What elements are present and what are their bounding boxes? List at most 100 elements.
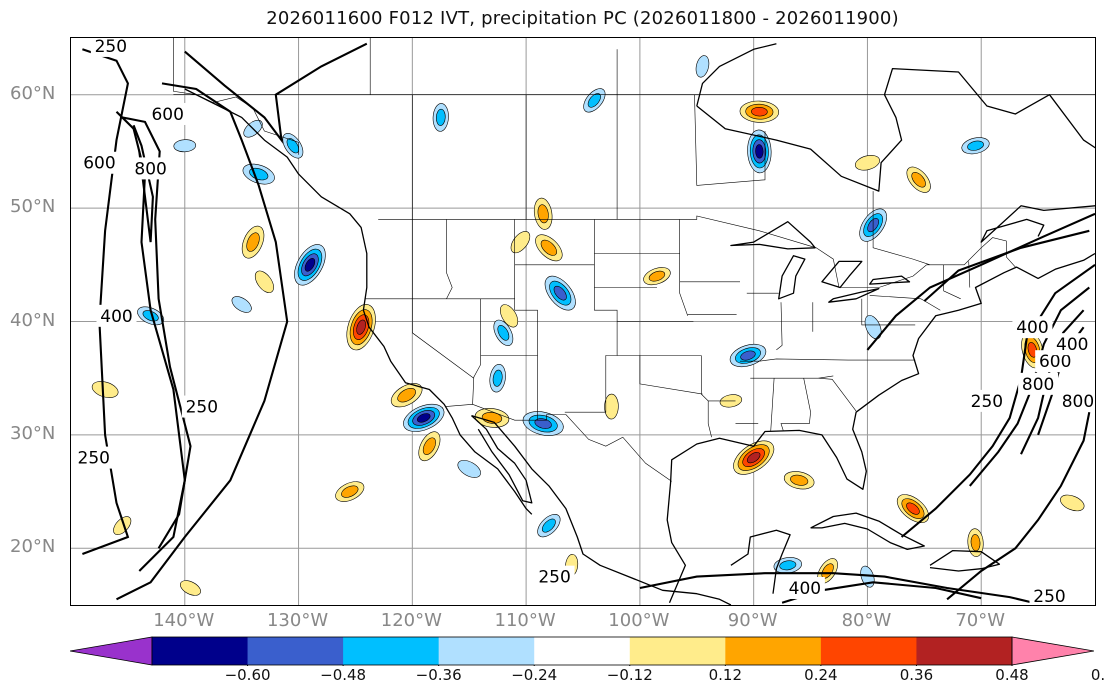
precip-anomaly-blob (583, 88, 606, 113)
ivt-label-background (1052, 333, 1093, 356)
precip-anomaly-blob (535, 234, 563, 262)
precip-contour-level (1027, 342, 1038, 358)
longitude-tick-label: 70°W (955, 610, 1006, 631)
precip-anomaly-blob (173, 139, 197, 153)
coastline-west (184, 88, 533, 515)
precip-contour-level (492, 369, 503, 387)
ivt-contour-label: 600 (83, 154, 115, 174)
precip-anomaly-blob (533, 197, 553, 230)
precip-anomaly-blob (1060, 494, 1085, 512)
ivt-label-background (73, 446, 114, 469)
great-lake (828, 287, 880, 303)
precip-contour-level (142, 310, 159, 322)
precip-contour-level (435, 108, 446, 126)
alaska-canada-border (173, 38, 299, 155)
precip-contour-level (356, 319, 366, 335)
colorbar-tick-label: −0.36 (415, 666, 462, 684)
ivt-contour-line (116, 82, 289, 601)
coastline-gulf-california (471, 415, 533, 504)
precip-anomaly-blob (432, 103, 449, 132)
map-panel[interactable]: 250 600 600 800 400 250 250 250 400 250 250 400 600 8… (70, 37, 1096, 606)
ivt-label-background (534, 565, 575, 588)
precip-contour-level (906, 502, 920, 515)
precip-anomaly-blob (457, 460, 481, 478)
precip-anomaly-blob (729, 343, 767, 368)
precip-contour-level (422, 437, 436, 456)
precip-contour-level (246, 232, 260, 252)
latitude-tick-label: 20°N (10, 536, 56, 558)
precip-contour-level (970, 534, 981, 552)
map-title: 2026011600 F012 IVT, precipitation PC (2… (266, 8, 899, 29)
state-border (780, 378, 811, 431)
precip-anomaly-blob (544, 275, 576, 311)
precip-contour-level (541, 518, 556, 533)
ivt-contour-line (82, 48, 130, 555)
precip-anomaly-blob (489, 363, 506, 393)
precip-anomaly-blob (241, 225, 265, 259)
precip-anomaly-blob (137, 306, 165, 326)
precip-contour-level (510, 231, 531, 254)
state-border (472, 298, 481, 405)
precip-anomaly-blob (733, 440, 775, 475)
coastline-yucatan (730, 529, 791, 594)
precip-contour-level (967, 140, 984, 151)
ivt-contour-label: 400 (789, 579, 821, 599)
precip-contour-level (173, 139, 197, 153)
state-border (412, 298, 474, 379)
precip-contour-level (911, 172, 926, 188)
precip-anomaly-blob (179, 580, 201, 596)
ivt-contour-line (115, 110, 186, 572)
ivt-label-background (147, 102, 188, 125)
precip-anomaly-blob (113, 516, 132, 535)
us-canada-border (378, 215, 1016, 288)
ivt-label-background (90, 38, 131, 57)
precip-contour-level (113, 516, 132, 535)
province-border (694, 94, 766, 186)
longitude-tick-label: 140°W (153, 610, 215, 631)
longitude-tick-label: 100°W (608, 610, 670, 631)
colorbar-swatch (438, 637, 535, 665)
colorbar-tick-label: 0.36 (899, 666, 934, 684)
us-mexico-border (445, 403, 672, 482)
ivt-contour-line (132, 124, 154, 243)
ivt-contour-label: 250 (186, 398, 218, 418)
ivt-label-background (1029, 584, 1070, 605)
ivt-label-background (1057, 389, 1095, 412)
colorbar-tick-label: −0.48 (320, 666, 367, 684)
ivt-contour-label: 250 (95, 38, 127, 57)
ivt-contour-label: 800 (1022, 375, 1054, 395)
ivt-contour-label: 250 (78, 449, 110, 469)
colorbar-tick-label: 0.24 (804, 666, 838, 684)
precip-contour-level (497, 325, 510, 341)
state-border (770, 378, 775, 432)
longitude-tick-label: 80°W (841, 610, 892, 631)
precip-contour-level (254, 270, 274, 294)
precip-contour-level (553, 285, 567, 301)
precip-anomaly-blob (510, 231, 531, 254)
coastline-gulf-atlantic (666, 252, 1095, 603)
precip-anomaly-blob (783, 471, 815, 490)
precip-anomaly-blob (854, 155, 880, 171)
colorbar-tick-label: −0.12 (606, 666, 653, 684)
precipitation-pc-field (91, 55, 1085, 596)
coastline-hudson-labrador (696, 67, 1095, 243)
precip-contour-level (779, 560, 797, 571)
great-lake (821, 260, 863, 289)
ivt-contour-line (923, 229, 1090, 302)
latitude-tick-label: 40°N (10, 309, 56, 331)
precip-contour-level (457, 460, 481, 478)
precip-anomaly-blob (294, 244, 326, 286)
state-border (446, 219, 453, 299)
latitude-tick-label: 60°N (10, 82, 56, 104)
state-border (750, 375, 834, 379)
state-border (679, 219, 688, 316)
colorbar-extend-high (1011, 636, 1094, 666)
ivt-contour-label: 800 (1062, 392, 1094, 412)
ivt-label-background (966, 389, 1007, 412)
ivt-label-background (1035, 350, 1076, 373)
ivt-contour-line (900, 263, 1095, 538)
longitude-tick-label: 110°W (494, 610, 556, 631)
precip-contour-level (397, 388, 416, 403)
